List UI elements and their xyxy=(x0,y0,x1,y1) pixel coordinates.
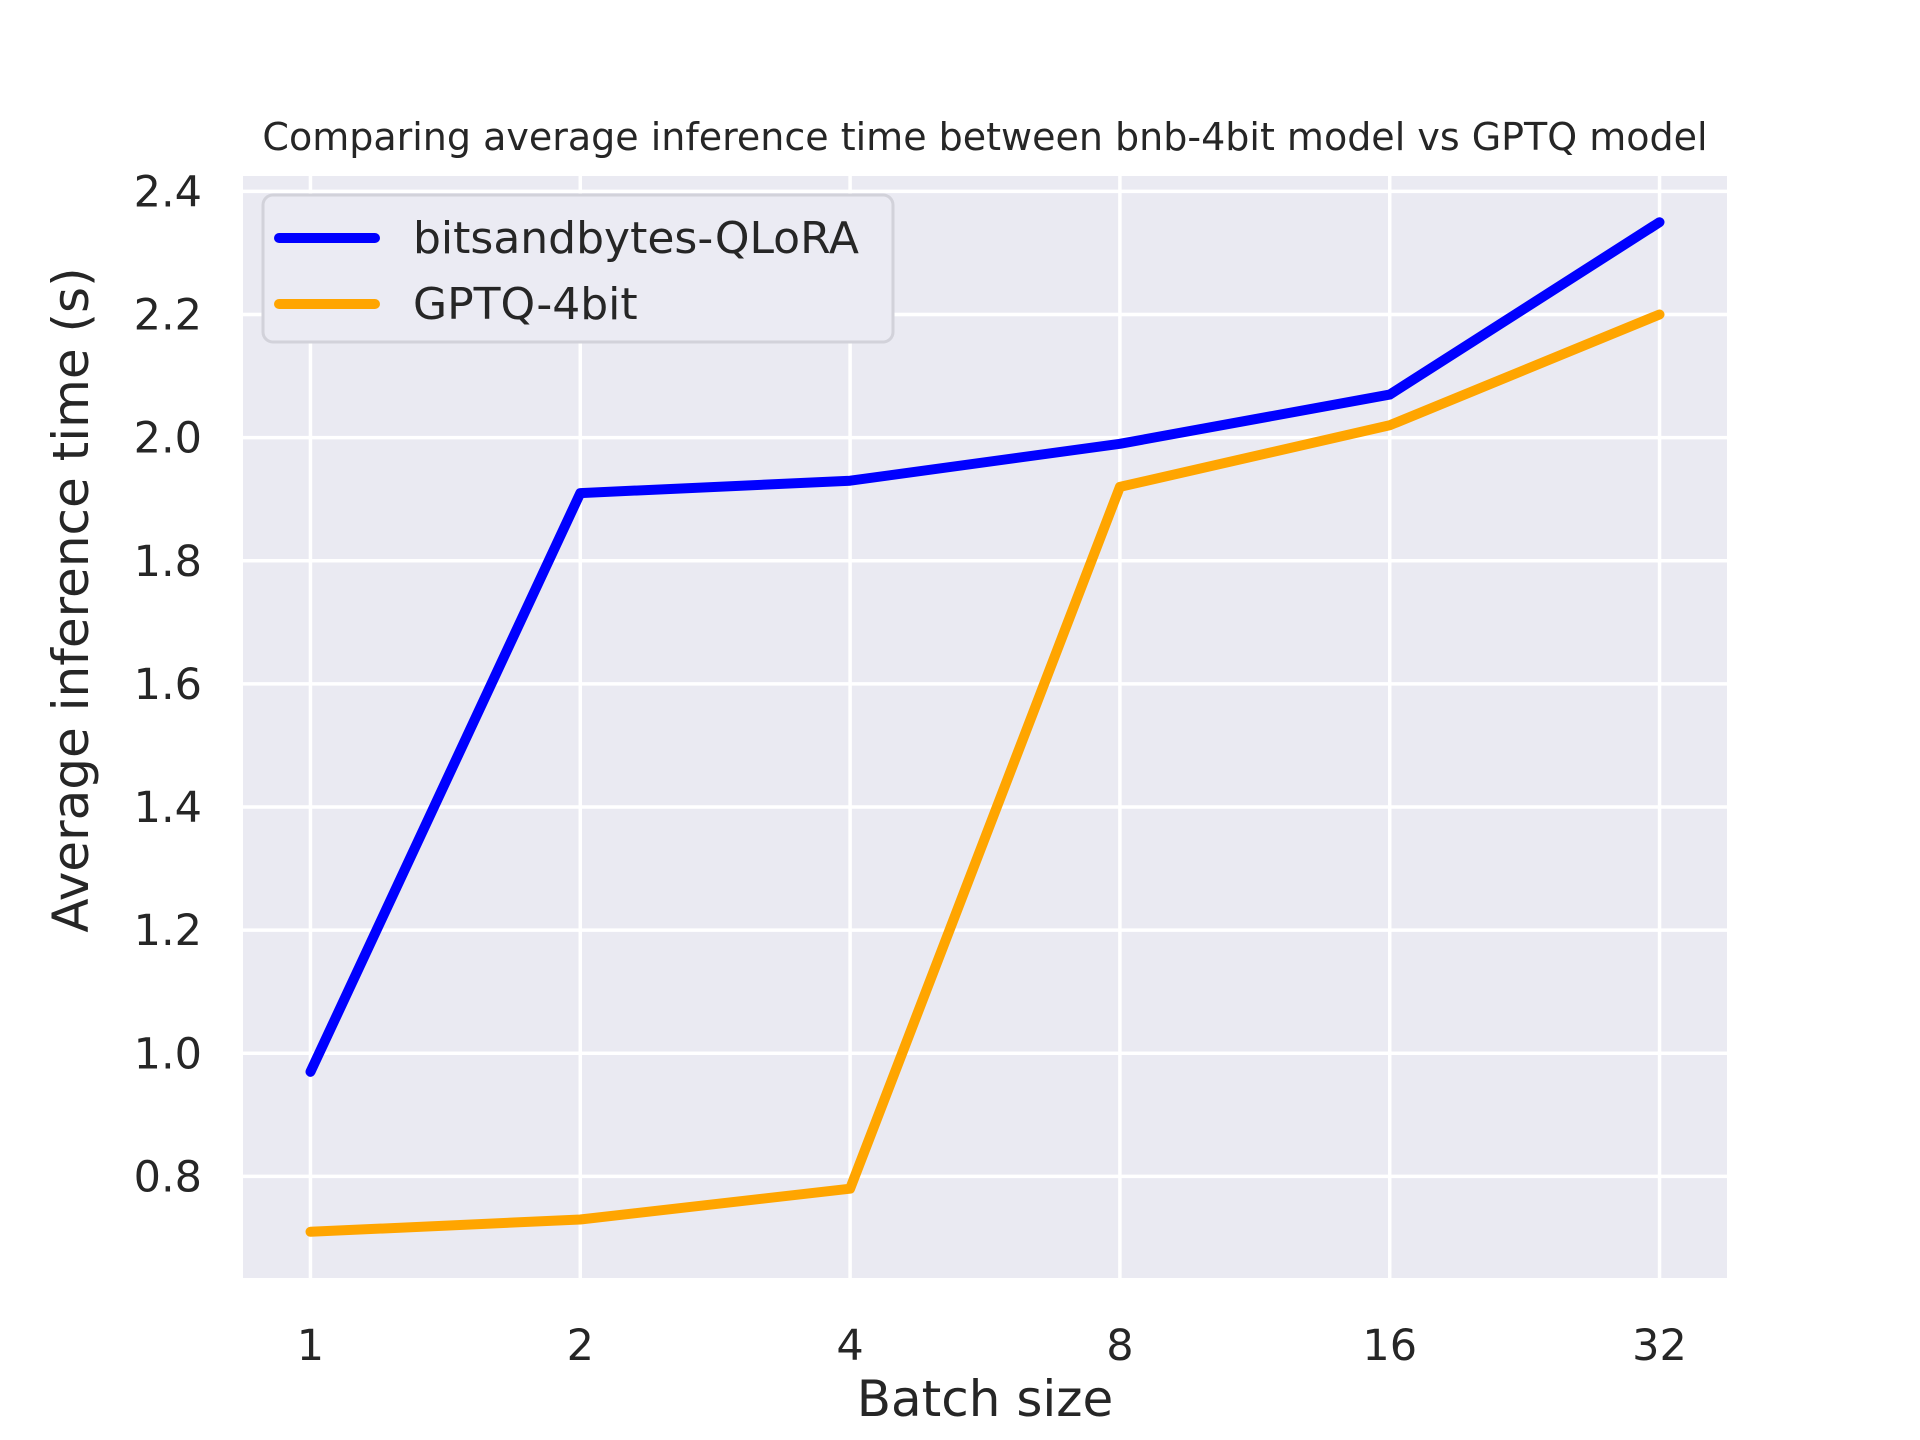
legend: bitsandbytes-QLoRA GPTQ-4bit xyxy=(261,193,895,344)
x-tick-label: 8 xyxy=(1106,1321,1133,1371)
x-tick-label: 2 xyxy=(567,1321,594,1371)
legend-box xyxy=(261,193,895,344)
plot-background-group xyxy=(243,176,1727,1278)
y-tick-label: 1.6 xyxy=(134,660,202,710)
x-tick-label: 16 xyxy=(1362,1321,1417,1371)
plot-background xyxy=(243,176,1727,1278)
series-line-bitsandbytes-QLoRA xyxy=(305,217,1665,1077)
y-tick-labels-group: 0.8 1.0 1.2 1.4 1.6 1.8 2.0 2.2 2.4 xyxy=(134,167,202,1202)
series-line-GPTQ-4bit xyxy=(305,309,1665,1237)
y-tick-label: 2.2 xyxy=(134,291,202,341)
x-axis-label: Batch size xyxy=(857,1370,1114,1428)
x-tick-label: 1 xyxy=(297,1321,324,1371)
y-tick-label: 1.8 xyxy=(134,537,202,587)
y-tick-label: 0.8 xyxy=(134,1152,202,1202)
legend-label: GPTQ-4bit xyxy=(413,279,638,330)
legend-label: bitsandbytes-QLoRA xyxy=(413,213,859,264)
x-tick-label: 32 xyxy=(1632,1321,1687,1371)
y-axis-label: Average inference time (s) xyxy=(42,267,100,932)
x-tick-labels-group: 1 2 4 8 16 32 xyxy=(297,1321,1687,1371)
chart-title: Comparing average inference time between… xyxy=(262,115,1707,159)
y-tick-label: 1.4 xyxy=(134,783,202,833)
y-tick-label: 1.2 xyxy=(134,906,202,956)
y-tick-label: 2.4 xyxy=(134,167,202,217)
x-tick-label: 4 xyxy=(836,1321,863,1371)
gridlines-group xyxy=(243,176,1727,1278)
y-tick-label: 2.0 xyxy=(134,414,202,464)
y-tick-label: 1.0 xyxy=(134,1029,202,1079)
series-lines-group xyxy=(305,217,1665,1237)
